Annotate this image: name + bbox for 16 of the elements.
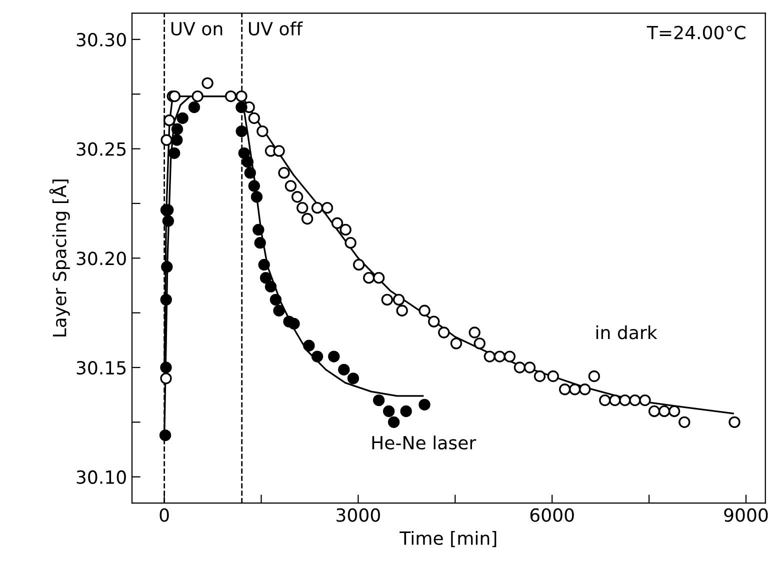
y-tick-label: 30.15 xyxy=(76,360,126,375)
annotation: He-Ne laser xyxy=(372,436,476,450)
x-tick-label: 6000 xyxy=(530,508,574,522)
y-tick-label: 30.10 xyxy=(76,470,126,484)
annotation: T=24.00°C xyxy=(646,26,746,40)
y-tick-label: 30.30 xyxy=(76,32,126,47)
y-tick-label: 30.25 xyxy=(76,142,126,156)
annotation: in dark xyxy=(596,325,658,340)
x-tick-label: 0 xyxy=(160,508,169,522)
x-tick-label: 9000 xyxy=(724,508,768,522)
x-axis-title: Time [min] xyxy=(400,530,496,548)
y-tick-label: 30.20 xyxy=(76,252,126,266)
ref-line-label: UV off xyxy=(248,22,303,36)
ref-line-label: UV on xyxy=(171,22,222,36)
x-tick-label: 3000 xyxy=(336,508,380,522)
y-axis-title: Layer Spacing [Å] xyxy=(49,180,70,336)
